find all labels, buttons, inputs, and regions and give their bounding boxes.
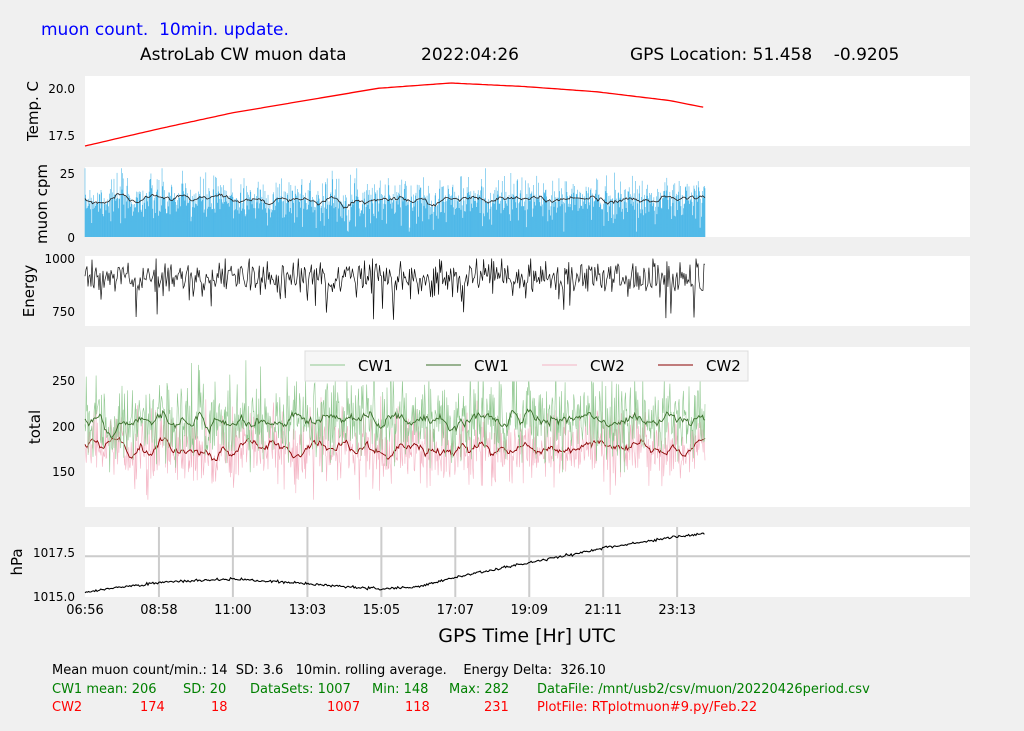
cw1-datasets: DataSets: 1007: [250, 682, 351, 697]
x-tick-label: 13:03: [289, 603, 326, 618]
cw2-datasets: 1007: [327, 700, 361, 715]
pressure-ytick-high: 1017.5: [33, 546, 75, 560]
x-tick-label: 21:11: [584, 603, 621, 618]
cw2-label: CW2: [52, 700, 83, 715]
x-tick-label: 11:00: [214, 603, 251, 618]
cw2-sd: 18: [211, 700, 228, 715]
pressure-ylabel: hPa: [8, 548, 26, 575]
cw2-max: 231: [484, 700, 509, 715]
cw1-datafile: DataFile: /mnt/usb2/csv/muon/20220426per…: [537, 682, 870, 697]
total-legend: CW1 CW1 CW2 CW2: [304, 350, 749, 382]
cw1-sd: SD: 20: [183, 682, 227, 697]
energy-line: [84, 258, 706, 320]
gps-location: GPS Location: 51.458 -0.9205: [630, 45, 900, 65]
cw1-raw-line: [84, 352, 706, 473]
x-tick-label: 06:56: [66, 603, 103, 618]
cw1-max: Max: 282: [449, 682, 510, 697]
pressure-ytick-low: 1015.0: [33, 590, 75, 604]
x-tick-labels: 06:56 08:58 11:00 13:03 15:05 17:07 19:09 21:11…: [66, 603, 696, 618]
x-axis-label: GPS Time [Hr] UTC: [438, 625, 615, 647]
pressure-line: [84, 532, 705, 594]
legend-box: [304, 350, 749, 382]
muon-series: [84, 168, 706, 237]
footer-summary: Mean muon count/min.: 14 SD: 3.6 10min. …: [52, 663, 606, 678]
legend-cw1-raw-label: CW1: [358, 357, 393, 375]
x-tick-label: 19:09: [511, 603, 548, 618]
energy-series: [84, 258, 706, 320]
temp-ytick-high: 20.0: [48, 82, 75, 96]
muon-ylabel: muon cpm: [33, 164, 51, 244]
x-tick-label: 15:05: [363, 603, 400, 618]
legend-cw2-avg-label: CW2: [706, 357, 741, 375]
muon-rolling-average-line: [84, 193, 706, 209]
muon-ytick-low: 0: [67, 231, 75, 245]
energy-ytick-low: 750: [52, 305, 75, 319]
energy-ylabel: Energy: [20, 265, 38, 318]
legend-cw1-avg-label: CW1: [474, 357, 509, 375]
pressure-series: [84, 532, 705, 594]
temp-panel: [85, 76, 970, 146]
muon-ytick-high: 25: [60, 167, 75, 181]
temp-ylabel: Temp. C: [24, 81, 42, 142]
cw2-min: 118: [405, 700, 430, 715]
chart-date: 2022:04:26: [421, 45, 519, 65]
cw1-average-line: [84, 408, 706, 438]
total-series: [84, 352, 706, 500]
chart-title: AstroLab CW muon data: [140, 45, 347, 65]
legend-cw2-raw-label: CW2: [590, 357, 625, 375]
total-ylabel: total: [26, 410, 44, 444]
temp-series: [84, 82, 704, 147]
x-tick-label: 23:13: [658, 603, 695, 618]
x-tick-label: 08:58: [140, 603, 177, 618]
cw2-plotfile: PlotFile: RTplotmuon#9.py/Feb.22: [537, 700, 758, 715]
top-note: muon count. 10min. update.: [41, 20, 289, 40]
temp-line: [84, 82, 704, 147]
muon-bars: [84, 168, 706, 237]
energy-ytick-high: 1000: [44, 252, 75, 266]
total-ytick-250: 250: [52, 374, 75, 388]
total-ytick-200: 200: [52, 420, 75, 434]
cw1-min: Min: 148: [372, 682, 429, 697]
cw2-mean: 174: [140, 700, 165, 715]
total-ytick-150: 150: [52, 465, 75, 479]
cw1-mean: CW1 mean: 206: [52, 682, 157, 697]
pressure-panel: [85, 527, 970, 597]
temp-ytick-low: 17.5: [48, 129, 75, 143]
pressure-grid: [85, 527, 970, 597]
energy-panel: [85, 256, 970, 326]
x-tick-label: 17:07: [437, 603, 474, 618]
